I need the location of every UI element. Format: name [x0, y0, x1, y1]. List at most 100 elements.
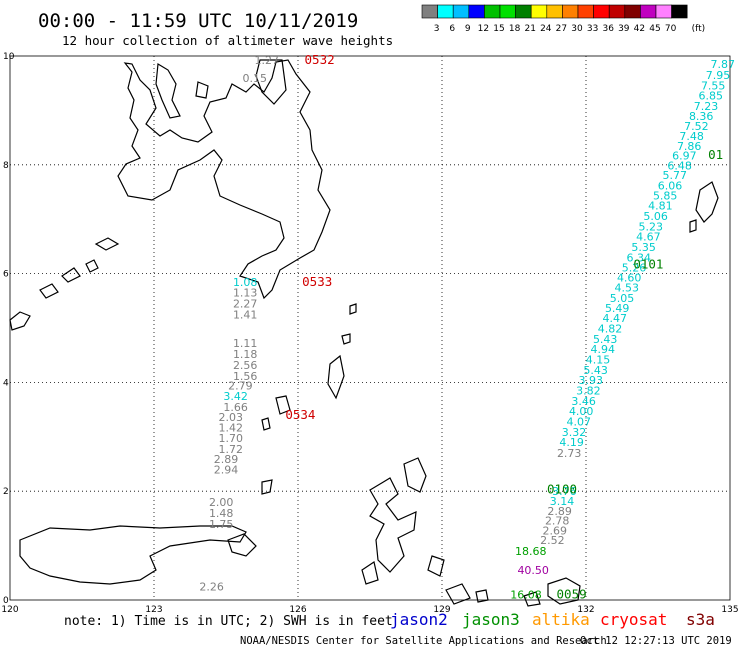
x-tick-label: 123 [145, 605, 162, 615]
legend-swatch [530, 4, 548, 19]
wave-height-value: 1.41 [233, 308, 258, 321]
wave-height-value: 5.23 [639, 220, 664, 233]
axis-tick-labels: 120 123 126 129 132 135 0 2 4 6 8 10 [1, 52, 738, 615]
wave-height-value: 2.26 [199, 580, 224, 593]
wave-height-value: 2.73 [557, 447, 582, 460]
wave-height-value: 2.89 [547, 505, 572, 518]
wave-height-value: 6.85 [699, 90, 724, 103]
wave-height-value: 1.48 [209, 507, 234, 520]
swh-color-legend: 3 6 9 12 15 18 21 24 27 30 33 36 39 42 45 70 (ft) [421, 4, 705, 34]
legend-swatch [640, 4, 657, 19]
legend-label: 15 [493, 24, 504, 34]
legend-label: 24 [540, 24, 552, 34]
wave-height-value: 7.52 [684, 120, 709, 133]
satellite-label: cryosat [600, 610, 667, 629]
wave-height-value: 2.00 [209, 496, 234, 509]
pass-time-label: 0100 [547, 482, 577, 497]
wave-height-value: 3.42 [223, 390, 248, 403]
wave-height-value: 5.06 [643, 210, 668, 223]
wave-height-value: 3.93 [579, 374, 604, 387]
wave-height-value: 3.76 [552, 485, 577, 498]
legend-swatch [593, 4, 610, 19]
wave-height-value: 1.11 [233, 337, 258, 350]
wave-height-tracks: 1.27 0.15 1.081.132.271.41 1.111.182.561.56… [199, 54, 735, 602]
wave-height-value: 3.82 [576, 385, 601, 398]
pass-time-label: 0532 [305, 52, 335, 67]
legend-swatch [608, 4, 626, 19]
wave-height-value: 3.46 [571, 395, 596, 408]
wave-height-value: 4.67 [636, 231, 661, 244]
legend-swatch [499, 4, 516, 19]
legend-label: 45 [649, 24, 660, 34]
wave-height-value: 4.15 [586, 354, 611, 367]
footer-note: note: 1) Time is in UTC; 2) SWH is in fe… [64, 614, 393, 629]
wave-height-value: 5.85 [653, 189, 678, 202]
wave-height-value: 4.53 [615, 282, 640, 295]
satellite-label: s3a [686, 610, 715, 629]
wave-height-value: 5.43 [593, 333, 618, 346]
legend-swatch [468, 4, 485, 19]
pass-time-label: 01 [708, 147, 723, 162]
wave-height-value: 2.94 [214, 463, 239, 476]
legend-swatch [515, 4, 532, 19]
coastline-outline [9, 59, 719, 607]
pass-time-label: 0534 [285, 407, 315, 422]
y-tick-label: 0 [3, 596, 9, 606]
pass-time-label: 0533 [302, 274, 332, 289]
wave-height-value: 3.14 [550, 495, 575, 508]
wave-height-value: 6.34 [627, 251, 652, 264]
legend-swatch [452, 4, 470, 19]
satellite-label: altika [532, 610, 590, 629]
x-tick-label: 132 [577, 605, 594, 615]
wave-height-value: 4.00 [569, 405, 594, 418]
wave-height-value: 7.55 [701, 79, 726, 92]
wave-height-value: 3.32 [562, 426, 587, 439]
legend-swatch [655, 4, 672, 19]
legend-label: 36 [602, 24, 614, 34]
satellite-label: jason2 [390, 610, 448, 629]
wave-height-value: 6.97 [672, 150, 697, 163]
wave-height-value: 7.48 [679, 130, 704, 143]
wave-height-value: 4.47 [603, 312, 628, 325]
legend-swatch [546, 4, 563, 19]
wave-height-value: 1.70 [219, 432, 244, 445]
wave-height-value: 5.26 [622, 262, 647, 275]
legend-label: 30 [571, 24, 583, 34]
legend-swatch [577, 4, 594, 19]
legend-label: 12 [478, 24, 489, 34]
x-tick-label: 129 [433, 605, 450, 615]
legend-swatch [484, 4, 501, 19]
wave-height-value: 5.05 [610, 292, 635, 305]
wave-height-value: 4.94 [591, 343, 616, 356]
legend-swatch [671, 4, 688, 19]
wave-height-value: 4.82 [598, 323, 623, 336]
legend-label: 18 [509, 24, 521, 34]
wave-height-value: 5.35 [631, 241, 656, 254]
satellite-label: jason3 [462, 610, 520, 629]
legend-label: 39 [618, 24, 630, 34]
wave-height-value: 2.56 [233, 359, 258, 372]
wave-height-value: 2.69 [543, 524, 568, 537]
wave-height-value: 5.77 [663, 169, 688, 182]
wave-height-value: 5.43 [583, 364, 608, 377]
legend-swatch [624, 4, 641, 19]
pass-time-label: 0101 [633, 256, 663, 271]
wave-height-value: 2.03 [219, 411, 244, 424]
legend-label: 42 [634, 24, 645, 34]
wave-height-value: 1.13 [233, 287, 258, 300]
wave-height-value: 2.79 [228, 380, 253, 393]
wave-height-value: 0.15 [243, 72, 268, 85]
legend-label: 33 [587, 24, 598, 34]
y-tick-label: 8 [3, 161, 9, 171]
footer-timestamp: Oct 12 12:27:13 UTC 2019 [580, 635, 732, 647]
wave-height-value: 2.78 [545, 515, 570, 528]
x-tick-label: 126 [289, 605, 306, 615]
legend-label: 70 [665, 24, 677, 34]
wave-height-value: 2.27 [233, 298, 258, 311]
map-subtitle: 12 hour collection of altimeter wave hei… [62, 33, 393, 48]
legend-label: 6 [449, 24, 455, 34]
time-annotations: 0532 0533 0534 0101 0100 01 0059 [285, 52, 723, 602]
legend-label: 21 [524, 24, 535, 34]
y-tick-label: 6 [3, 270, 9, 280]
